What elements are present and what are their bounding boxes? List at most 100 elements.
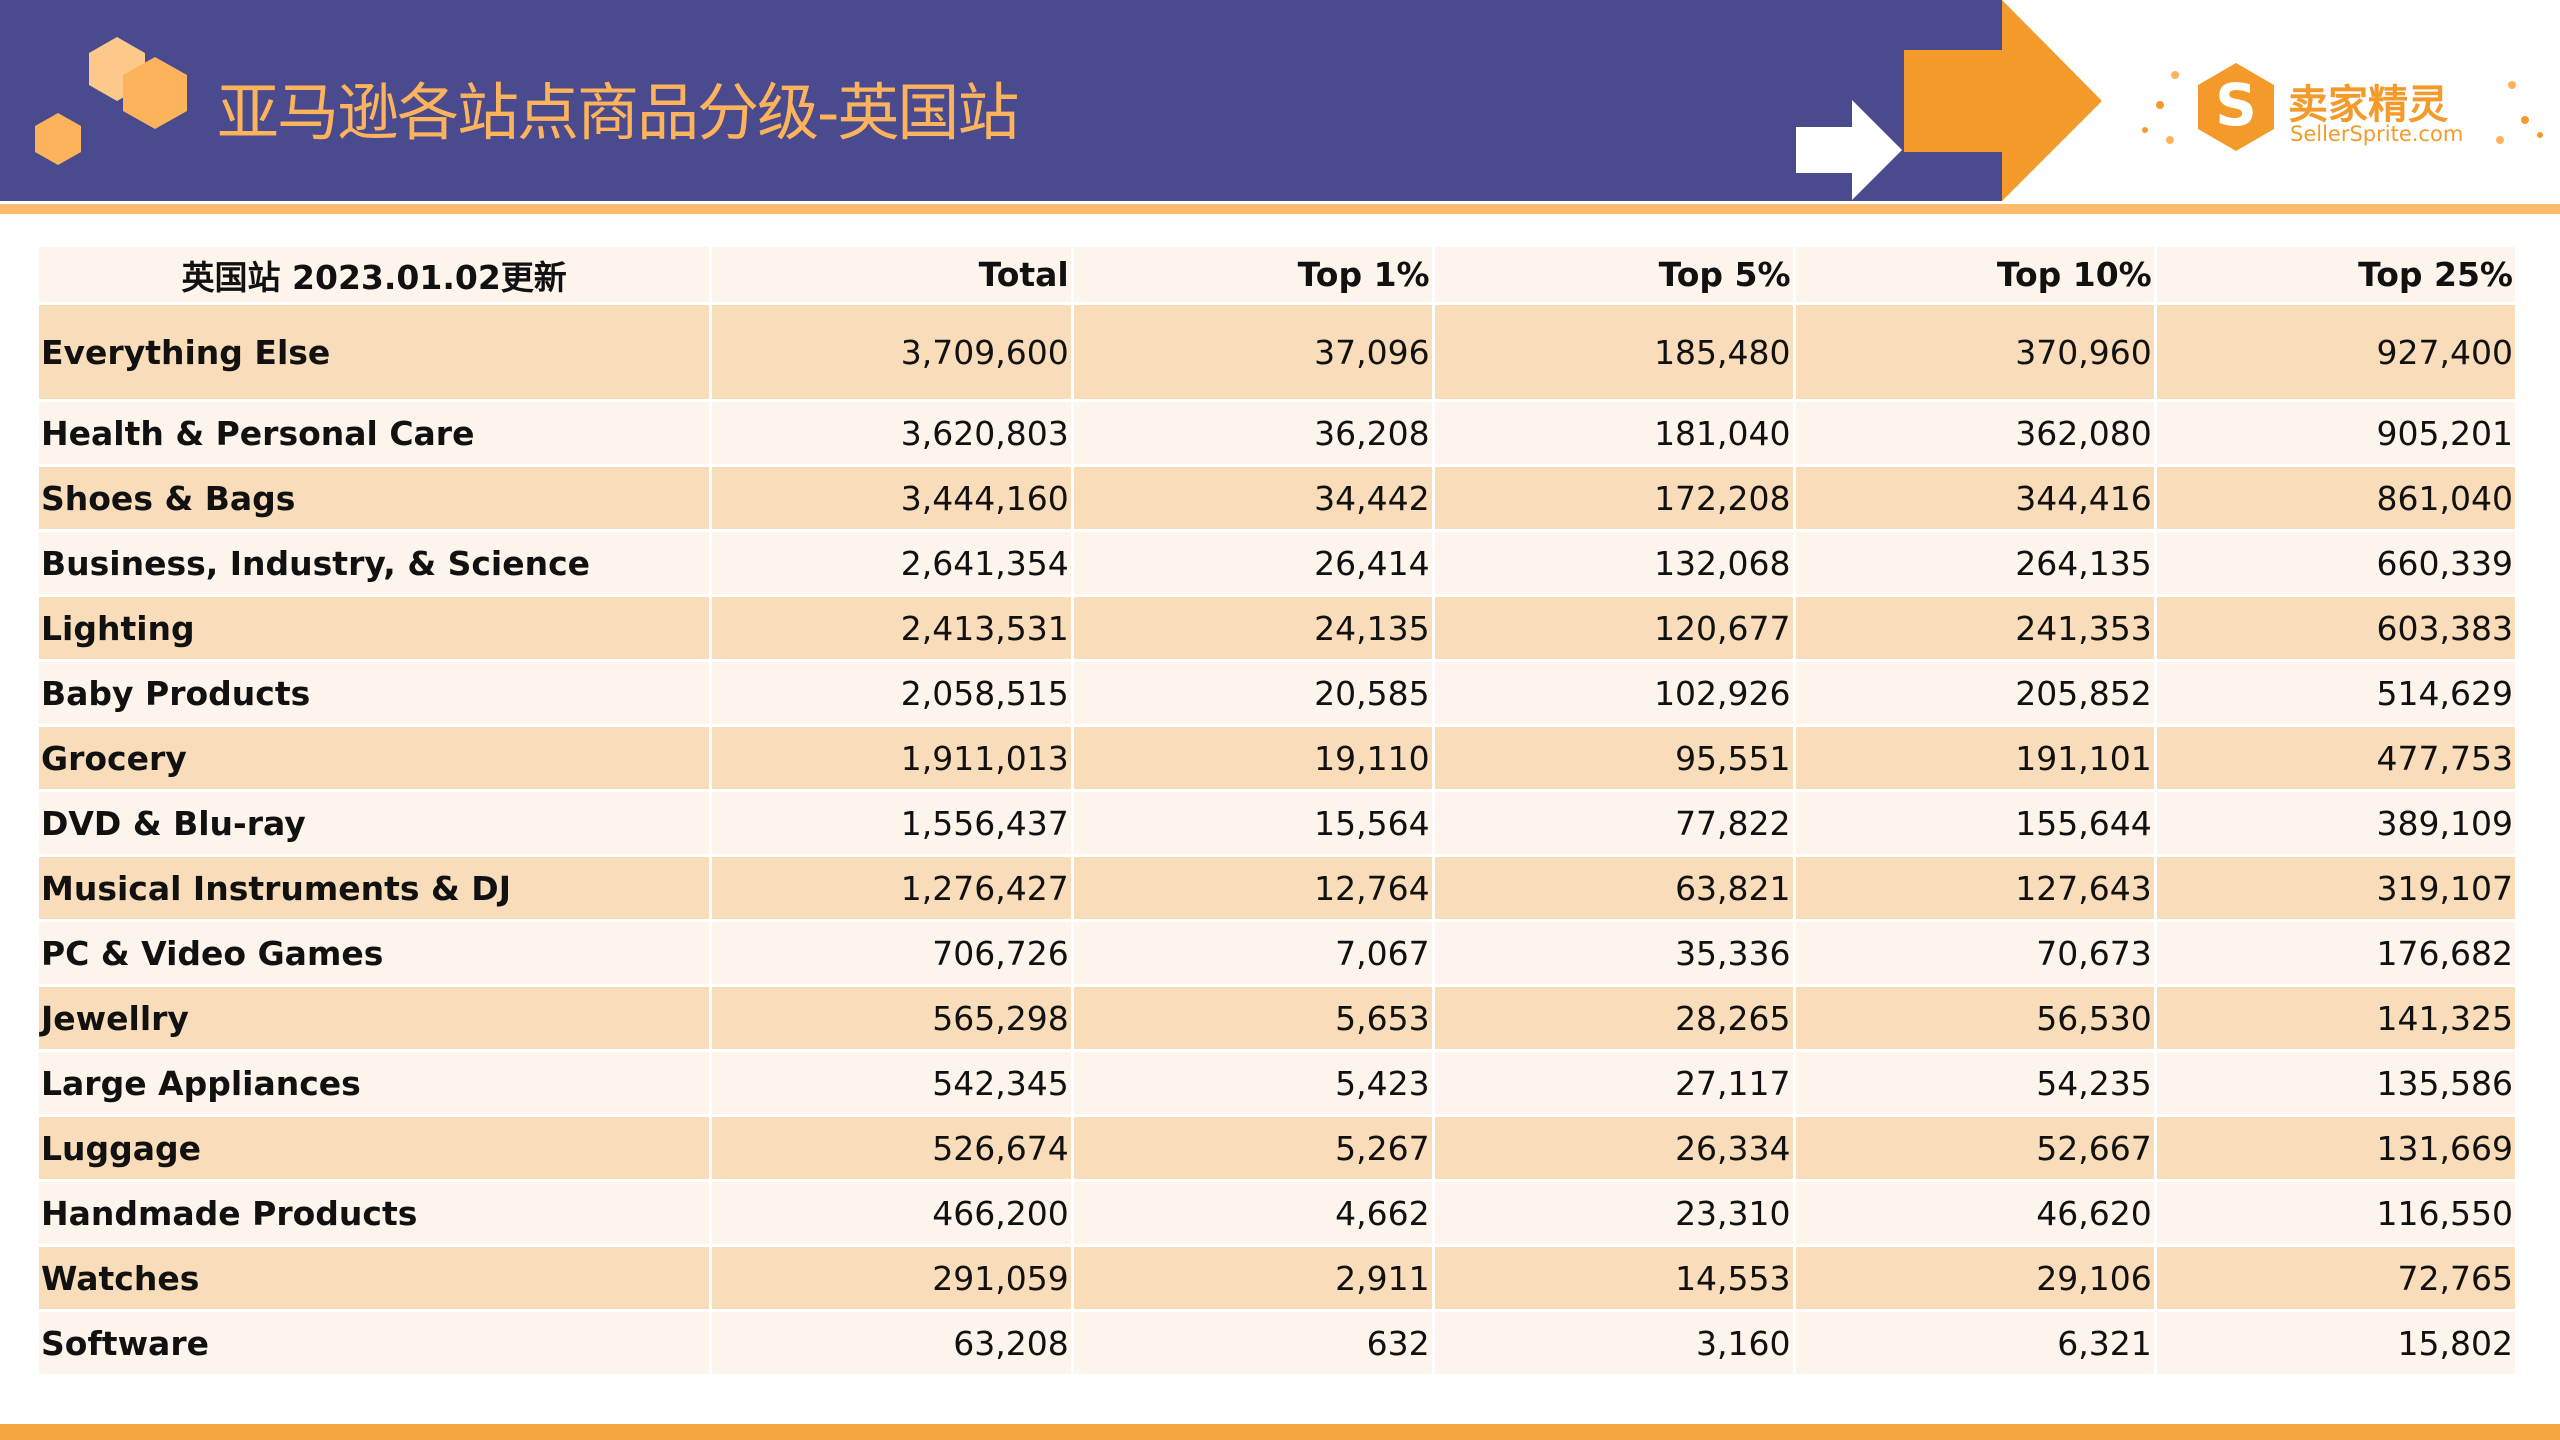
cell-top10: 52,667	[1795, 1117, 2154, 1179]
cell-total: 3,620,803	[712, 402, 1071, 464]
table-row: Everything Else 3,709,600 37,096 185,480 370…	[39, 305, 2515, 399]
cell-top5: 120,677	[1434, 597, 1793, 659]
cell-category: Software	[39, 1312, 710, 1374]
cell-top10: 362,080	[1795, 402, 2154, 464]
table-row: Lighting 2,413,531 24,135 120,677 241,353 603…	[39, 597, 2515, 659]
header-banner	[0, 0, 2002, 201]
table-row: Grocery 1,911,013 19,110 95,551 191,101 477,7…	[39, 727, 2515, 789]
cell-top10: 264,135	[1795, 532, 2154, 594]
cell-top10: 6,321	[1795, 1312, 2154, 1374]
cell-top25: 861,040	[2156, 467, 2515, 529]
cell-category: Handmade Products	[39, 1182, 710, 1244]
cell-top10: 155,644	[1795, 792, 2154, 854]
cell-top25: 389,109	[2156, 792, 2515, 854]
cell-top5: 172,208	[1434, 467, 1793, 529]
cell-top1: 26,414	[1073, 532, 1432, 594]
cell-total: 63,208	[712, 1312, 1071, 1374]
cell-top10: 127,643	[1795, 857, 2154, 919]
sellersprite-logo-icon: S	[2142, 63, 2543, 151]
cell-top10: 205,852	[1795, 662, 2154, 724]
table-row: Watches 291,059 2,911 14,553 29,106 72,765	[39, 1247, 2515, 1309]
table-row: Business, Industry, & Science 2,641,354 26…	[39, 532, 2515, 594]
cell-top25: 319,107	[2156, 857, 2515, 919]
cell-top1: 5,653	[1073, 987, 1432, 1049]
column-header-top10: Top 10%	[1795, 247, 2154, 302]
cell-top5: 132,068	[1434, 532, 1793, 594]
cell-top5: 3,160	[1434, 1312, 1793, 1374]
cell-category: Grocery	[39, 727, 710, 789]
cell-top25: 15,802	[2156, 1312, 2515, 1374]
cell-top10: 370,960	[1795, 305, 2154, 399]
cell-top1: 36,208	[1073, 402, 1432, 464]
arrow-graphic	[1796, 0, 2102, 201]
svg-text:S: S	[2215, 71, 2257, 139]
cell-top1: 2,911	[1073, 1247, 1432, 1309]
cell-total: 3,709,600	[712, 305, 1071, 399]
cell-top5: 185,480	[1434, 305, 1793, 399]
cell-category: Luggage	[39, 1117, 710, 1179]
cell-category: Musical Instruments & DJ	[39, 857, 710, 919]
footer-bar	[0, 1424, 2560, 1440]
table-row: Large Appliances 542,345 5,423 27,117 54,235…	[39, 1052, 2515, 1114]
table-row: Handmade Products 466,200 4,662 23,310 46,62…	[39, 1182, 2515, 1244]
cell-total: 1,556,437	[712, 792, 1071, 854]
cell-total: 565,298	[712, 987, 1071, 1049]
cell-category: Large Appliances	[39, 1052, 710, 1114]
cell-top25: 116,550	[2156, 1182, 2515, 1244]
cell-category: Jewellry	[39, 987, 710, 1049]
table-row: Health & Personal Care 3,620,803 36,208 181…	[39, 402, 2515, 464]
cell-top5: 102,926	[1434, 662, 1793, 724]
cell-total: 2,641,354	[712, 532, 1071, 594]
cell-top1: 24,135	[1073, 597, 1432, 659]
cell-top25: 660,339	[2156, 532, 2515, 594]
cell-category: Lighting	[39, 597, 710, 659]
cell-total: 1,911,013	[712, 727, 1071, 789]
column-header-top1: Top 1%	[1073, 247, 1432, 302]
logo-site: SellerSprite.com	[2290, 122, 2464, 146]
cell-total: 2,058,515	[712, 662, 1071, 724]
table-row: Software 63,208 632 3,160 6,321 15,802	[39, 1312, 2515, 1374]
cell-top1: 37,096	[1073, 305, 1432, 399]
cell-top1: 20,585	[1073, 662, 1432, 724]
cell-top25: 927,400	[2156, 305, 2515, 399]
cell-category: Business, Industry, & Science	[39, 532, 710, 594]
table-row: Luggage 526,674 5,267 26,334 52,667 131,669	[39, 1117, 2515, 1179]
cell-top5: 181,040	[1434, 402, 1793, 464]
cell-top25: 141,325	[2156, 987, 2515, 1049]
cell-top1: 15,564	[1073, 792, 1432, 854]
cell-top25: 72,765	[2156, 1247, 2515, 1309]
cell-top10: 70,673	[1795, 922, 2154, 984]
cell-top25: 131,669	[2156, 1117, 2515, 1179]
cell-top10: 344,416	[1795, 467, 2154, 529]
cell-top5: 14,553	[1434, 1247, 1793, 1309]
cell-total: 291,059	[712, 1247, 1071, 1309]
cell-top5: 27,117	[1434, 1052, 1793, 1114]
column-header-top25: Top 25%	[2156, 247, 2515, 302]
cell-total: 1,276,427	[712, 857, 1071, 919]
cell-top5: 28,265	[1434, 987, 1793, 1049]
cell-top5: 95,551	[1434, 727, 1793, 789]
cell-top1: 12,764	[1073, 857, 1432, 919]
table-row: Shoes & Bags 3,444,160 34,442 172,208 344,41…	[39, 467, 2515, 529]
category-table: 英国站 2023.01.02更新 Total Top 1% Top 5% Top…	[36, 244, 2518, 1377]
cell-category: Watches	[39, 1247, 710, 1309]
header-stripe	[0, 204, 2560, 214]
cell-top25: 905,201	[2156, 402, 2515, 464]
cell-category: PC & Video Games	[39, 922, 710, 984]
cell-top5: 26,334	[1434, 1117, 1793, 1179]
cell-top25: 135,586	[2156, 1052, 2515, 1114]
table-row: Baby Products 2,058,515 20,585 102,926 205,8…	[39, 662, 2515, 724]
cell-category: Baby Products	[39, 662, 710, 724]
cell-total: 526,674	[712, 1117, 1071, 1179]
cell-top5: 63,821	[1434, 857, 1793, 919]
cell-top25: 176,682	[2156, 922, 2515, 984]
cell-total: 3,444,160	[712, 467, 1071, 529]
table-row: Jewellry 565,298 5,653 28,265 56,530 141,325	[39, 987, 2515, 1049]
cell-top10: 46,620	[1795, 1182, 2154, 1244]
cell-top1: 7,067	[1073, 922, 1432, 984]
cell-top25: 603,383	[2156, 597, 2515, 659]
cell-top10: 191,101	[1795, 727, 2154, 789]
cell-top10: 56,530	[1795, 987, 2154, 1049]
cell-top5: 77,822	[1434, 792, 1793, 854]
cell-total: 2,413,531	[712, 597, 1071, 659]
